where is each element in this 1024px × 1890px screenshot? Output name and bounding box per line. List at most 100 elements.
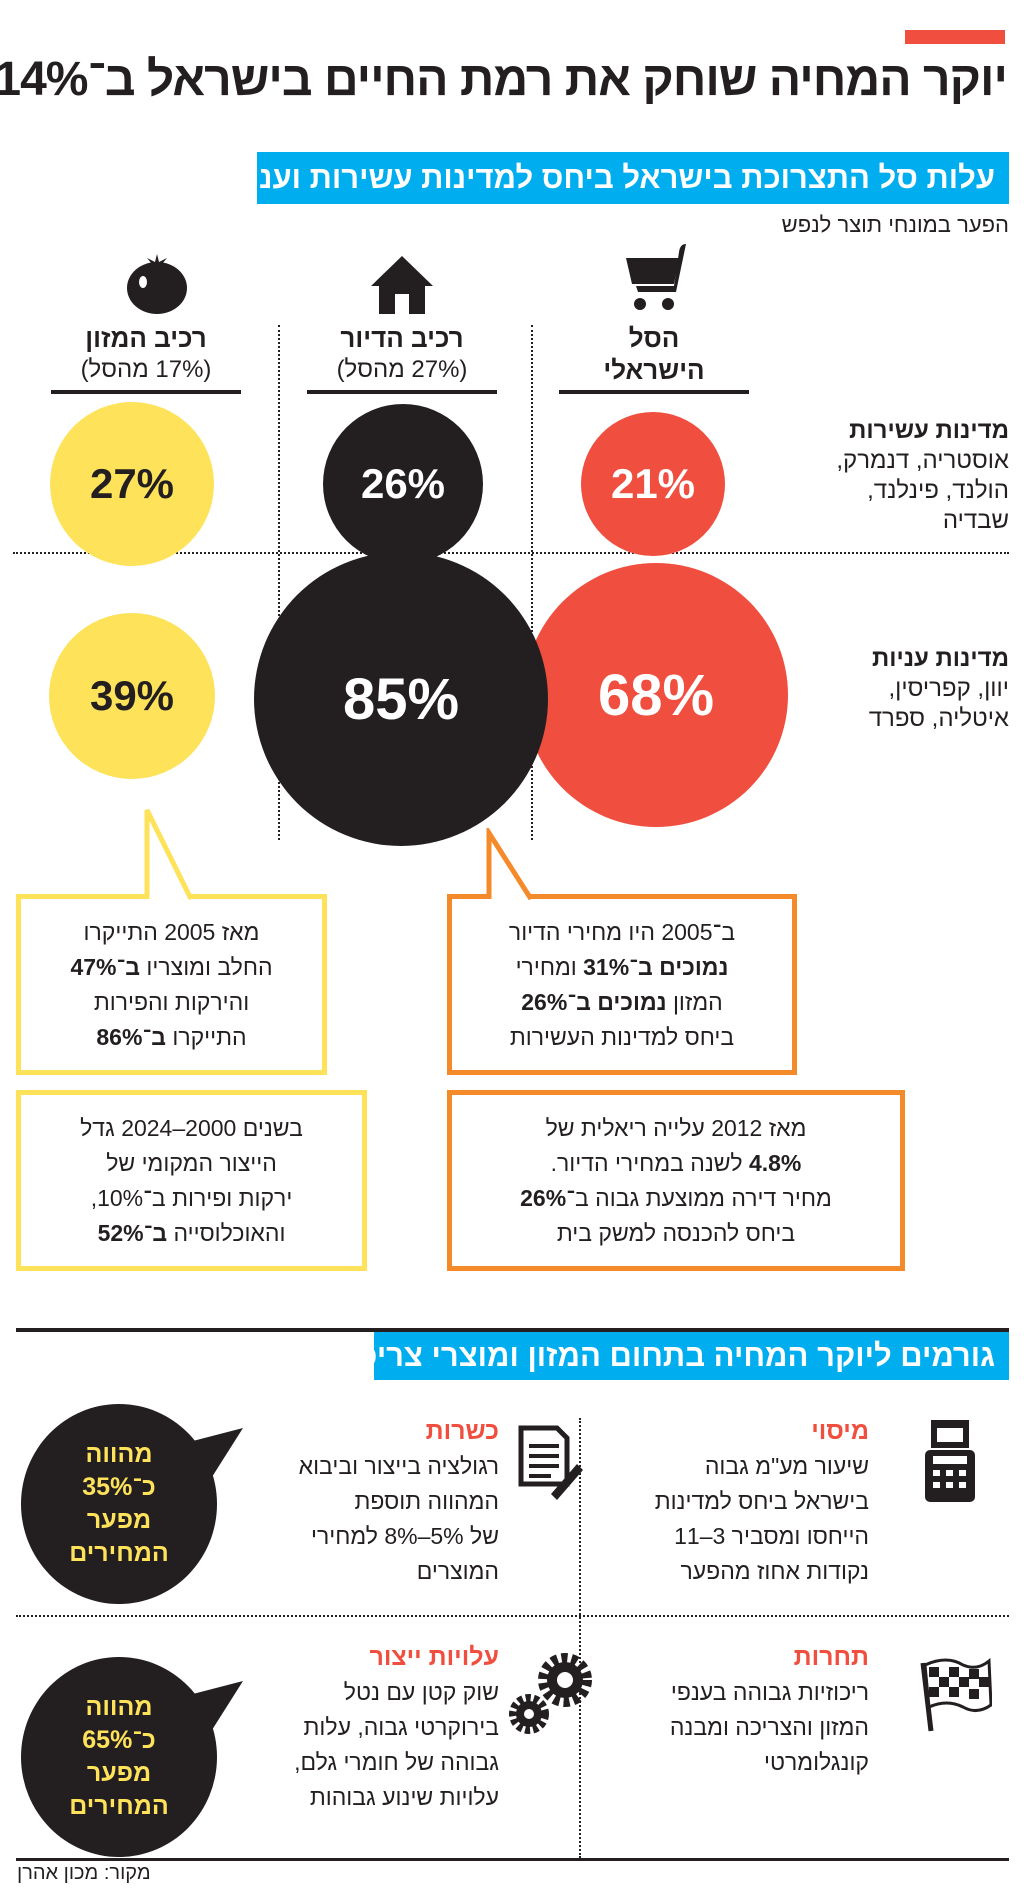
factor-text: שיעור מע"מ גבוה	[705, 1453, 870, 1479]
column-header-food: רכיב המזון (17% מהסל)	[52, 322, 242, 394]
factor-text: הייחסו ומסביר 3–11	[675, 1523, 870, 1549]
factor-text: שוק קטן עם נטל	[344, 1679, 500, 1705]
factor-text: המוצרים	[417, 1558, 500, 1584]
column-share: (17% מהסל)	[81, 356, 213, 383]
bubble-text: מהווה	[86, 1440, 154, 1468]
bubble-text: כ־65%	[83, 1726, 157, 1754]
speech-bubble-shape	[22, 1657, 244, 1857]
column-share: (27% מהסל)	[337, 356, 469, 383]
callout-text: מאז 2005 התייקרו	[84, 918, 261, 945]
callout-highlight: ב־86%	[97, 1023, 167, 1050]
callout-food-prices: מאז 2005 התייקרו החלב ומוצריו ב־47% והירקו…	[17, 894, 328, 1075]
factor-text: המזון והצריכה ומבנה	[670, 1714, 870, 1740]
column-label: הסל	[629, 323, 681, 353]
callout-line: 4.8% לשנה במחירי הדיור.	[453, 1146, 901, 1181]
circle-housing-poor: 85%	[255, 552, 549, 846]
callout-line: ירקות ופירות ב־10%,	[22, 1181, 363, 1216]
factor-text: עלויות שינוע גבוהות	[310, 1784, 500, 1810]
section1-banner-text: עלות סל התצרוכת בישראל ביחס למדינות עשיר…	[219, 160, 996, 195]
callout-line: מאז 2005 התייקרו	[22, 915, 323, 950]
factor-text: נקודות אחוז מהפער	[681, 1558, 871, 1584]
bubble-text: המחירים	[70, 1792, 170, 1820]
callout-line: הייצור המקומי של	[22, 1146, 363, 1181]
callout-line: החלב ומוצריו ב־47%	[22, 950, 323, 985]
callout-pointer	[145, 808, 195, 900]
section2-banner: גורמים ליוקר המחיה בתחום המזון ומוצרי צר…	[340, 1332, 1010, 1380]
callout-text: ביחס למדינות העשירות	[510, 1023, 736, 1050]
factor-text: בישראל ביחס למדינות	[655, 1488, 870, 1514]
quadrant-divider	[580, 1418, 582, 1858]
callout-text: התייקרו	[166, 1023, 248, 1050]
factor-competition: תחרות ריכוזיות גבוהה בענפי המזון והצריכה…	[570, 1640, 870, 1780]
page-title: יוקר המחיה שוחק את רמת החיים בישראל ב־14…	[0, 53, 1009, 106]
column-label: הישראלי	[604, 355, 706, 385]
row-countries: שבדיה	[943, 507, 1010, 534]
callout-text: בשנים 2000–2024 גדל	[81, 1114, 304, 1141]
callout-highlight: ב־47%	[71, 953, 142, 980]
callout-text: ביחס להכנסה למשק בית	[557, 1219, 797, 1246]
callout-text: החלב ומוצריו	[141, 953, 274, 980]
callout-highlight: 4.8%	[749, 1149, 803, 1176]
source-credit: מקור: מכון אהרן	[18, 1862, 152, 1884]
callout-highlight: נמוכים ב־26%	[522, 988, 668, 1015]
row-divider	[14, 552, 1010, 554]
row-countries: הולנד, פינלנד,	[868, 477, 1010, 504]
bubble-text: המחירים	[70, 1539, 170, 1567]
circle-israeli-rich: 21%	[582, 412, 726, 556]
callout-housing-prices: ב־2005 היו מחירי הדיור נמוכים ב־31% ומחיר…	[448, 894, 798, 1075]
bubble-text: מפער	[87, 1506, 153, 1534]
section1-subtitle: הפער במונחי תוצר לנפש	[782, 212, 1010, 237]
factor-text: גבוהה של חומרי גלם,	[295, 1749, 500, 1775]
callout-food-production: בשנים 2000–2024 גדל הייצור המקומי של ירקות…	[17, 1090, 368, 1271]
column-label: רכיב הדיור	[341, 323, 465, 353]
callout-text: והאוכלוסייה	[168, 1219, 287, 1246]
section2-banner-text: גורמים ליוקר המחיה בתחום המזון ומוצרי צר…	[340, 1338, 996, 1373]
callout-line: בשנים 2000–2024 גדל	[22, 1111, 363, 1146]
callout-text: ירקות ופירות ב־10%,	[91, 1184, 294, 1211]
callout-text: ומחירי	[516, 953, 585, 980]
factor-title: עלויות ייצור	[370, 1643, 500, 1671]
row-heading: מדינות עניות	[872, 645, 1010, 672]
row-heading: מדינות עשירות	[850, 417, 1010, 444]
factor-text: בירוקרטי גבוה, עלות	[304, 1714, 500, 1740]
factor-text: קונגלומרטי	[765, 1749, 870, 1775]
factor-text: של 5%–8% למחירי	[312, 1523, 500, 1549]
bubble-share-65: מהווה כ־65% מפער המחירים	[30, 1663, 210, 1851]
house-icon	[372, 256, 434, 314]
circle-food-rich: 27%	[51, 402, 215, 566]
row-countries: אוסטריה, דנמרק,	[837, 447, 1010, 474]
callout-line: מחיר דירה ממוצעת גבוה ב־26%	[453, 1181, 901, 1216]
callout-line: התייקרו ב־86%	[22, 1020, 323, 1055]
callout-text: מחיר דירה ממוצעת גבוה ב־	[567, 1184, 833, 1211]
column-divider	[279, 325, 281, 840]
quadrant-divider	[17, 1615, 1010, 1617]
cash-register-icon	[926, 1420, 976, 1502]
factor-taxation: מיסוי שיעור מע"מ גבוה בישראל ביחס למדינו…	[570, 1414, 870, 1589]
row-label-rich: מדינות עשירות אוסטריה, דנמרק, הולנד, פינ…	[837, 416, 1010, 536]
gears-icon	[510, 1653, 593, 1734]
factor-text: ריכוזיות גבוהה בענפי	[671, 1679, 870, 1705]
bubble-text: מהווה	[86, 1693, 154, 1721]
callout-highlight: נמוכים ב־31%	[584, 953, 730, 980]
factor-title: תחרות	[794, 1643, 870, 1671]
column-divider	[532, 325, 534, 840]
callout-text: מאז 2012 עלייה ריאלית של	[546, 1114, 808, 1141]
callout-line: המזון נמוכים ב־26%	[453, 985, 793, 1020]
row-countries: איטליה, ספרד	[869, 705, 1010, 732]
column-label: רכיב המזון	[86, 323, 208, 353]
shopping-cart-icon	[627, 244, 687, 310]
callout-text: לשנה במחירי הדיור.	[551, 1149, 750, 1176]
document-pen-icon	[519, 1425, 584, 1500]
factor-title: כשרות	[426, 1417, 500, 1445]
callout-line: נמוכים ב־31% ומחירי	[453, 950, 793, 985]
factor-text: המהווה תוספת	[355, 1488, 500, 1514]
circle-israeli-poor: 68%	[525, 563, 789, 827]
factor-title: מיסוי	[812, 1417, 870, 1445]
section1-banner: עלות סל התצרוכת בישראל ביחס למדינות עשיר…	[219, 152, 1010, 204]
footer-divider	[17, 1858, 1010, 1861]
callout-housing-growth: מאז 2012 עלייה ריאלית של 4.8% לשנה במחירי…	[448, 1090, 906, 1271]
bubble-text: כ־35%	[83, 1473, 157, 1501]
tomato-icon	[128, 254, 188, 314]
callout-text: והירקות והפירות	[94, 988, 251, 1015]
section-divider	[17, 1328, 1010, 1332]
